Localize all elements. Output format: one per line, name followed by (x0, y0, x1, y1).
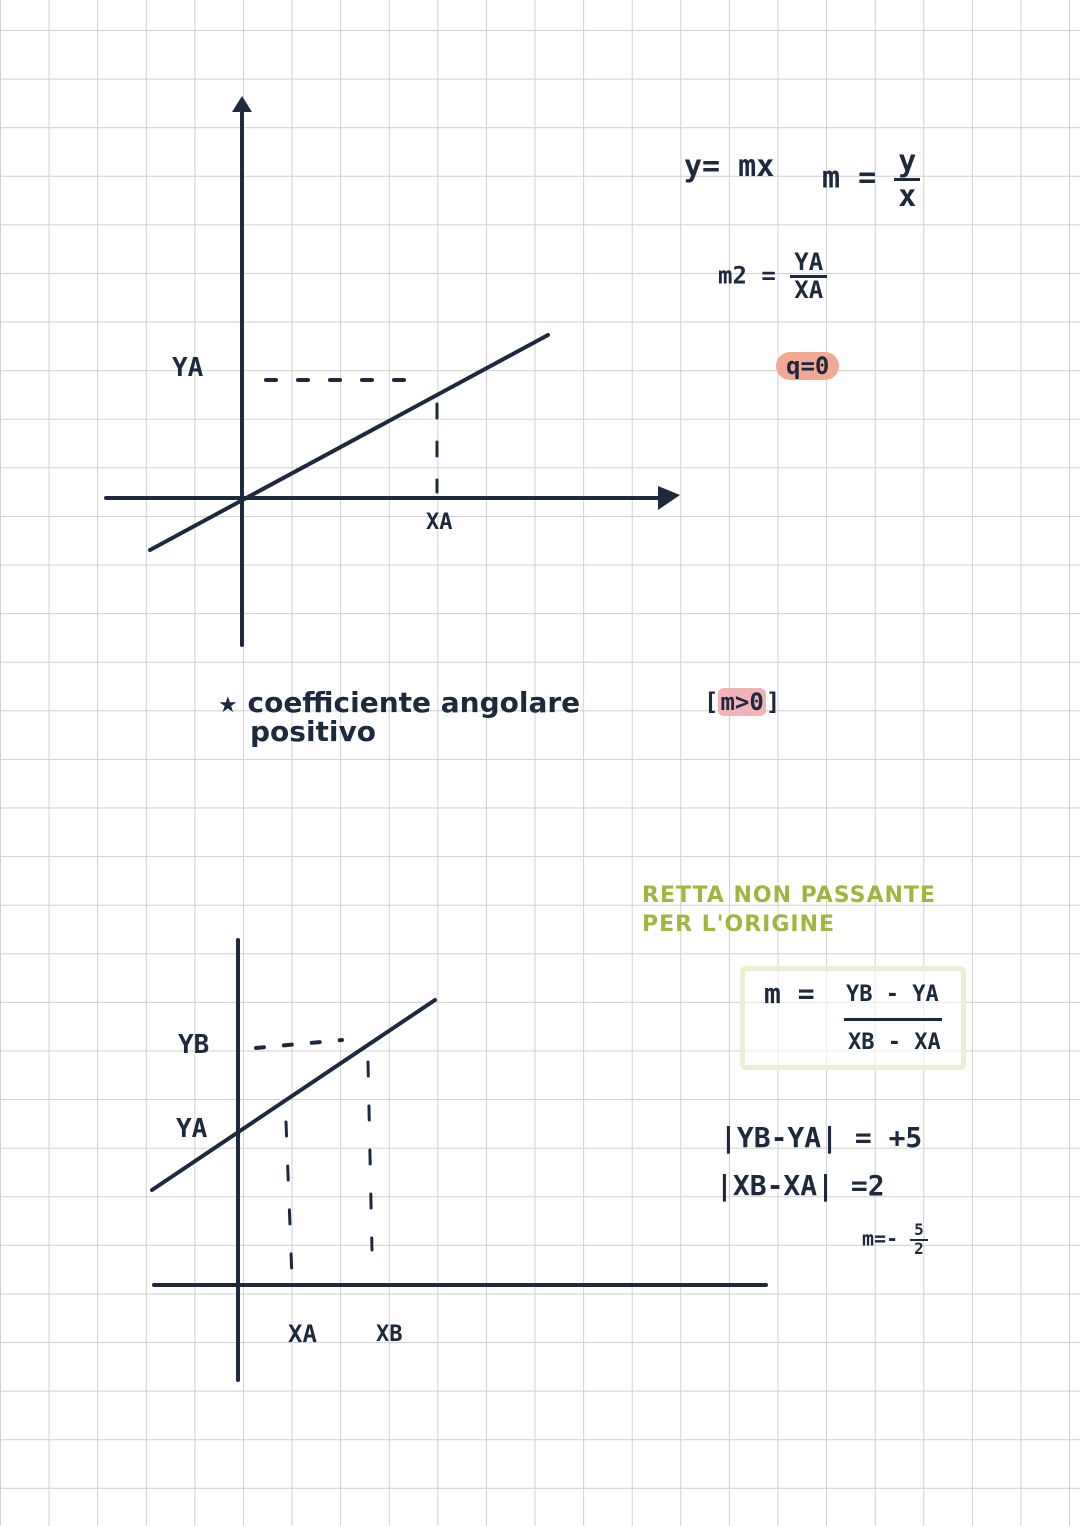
eq-q-zero: q=0 (776, 352, 840, 380)
note-line2: positivo (250, 715, 377, 749)
graph2-yb-label: YB (178, 1030, 210, 1060)
graph2-dash-xa (284, 1120, 294, 1280)
section2-title-line1: RETTA NON PASSANTE (642, 883, 936, 908)
eq-y-mx: y= mx (684, 149, 775, 184)
graph2-xb-label: XB (376, 1322, 403, 1347)
slope-lhs: m = (764, 977, 815, 1010)
graph1-line (148, 333, 550, 552)
graph1-x-arrow (658, 486, 680, 510)
calc-line2: |XB-XA| =2 (716, 1169, 885, 1202)
calc-result: m=- 5 2 (862, 1221, 928, 1258)
calc-line1: |YB-YA| = +5 (720, 1121, 923, 1154)
section2-title: RETTA NON PASSANTE PER L'ORIGINE (642, 882, 936, 939)
slope-numerator: YB - YA (846, 982, 939, 1007)
note-positive-slope: ★ coefficiente angolare positivo (218, 688, 580, 747)
eq-m2: m2 = YA XA (718, 249, 828, 303)
graph2-dash-xb (366, 1060, 374, 1252)
graph2 (150, 938, 768, 1382)
eq-m-condition: [m>0] (704, 688, 781, 716)
graph1-xa-label: XA (426, 510, 453, 535)
graph1 (104, 96, 680, 647)
slope-fraction-bar (844, 1018, 942, 1021)
note-line1: ★ coefficiente angolare (218, 686, 581, 719)
graph2-line (150, 998, 437, 1192)
m2-fraction: YA XA (790, 249, 828, 303)
graph2-ya-label: YA (176, 1114, 208, 1144)
graph2-xa-label: XA (288, 1320, 317, 1348)
star-icon: ★ (218, 693, 238, 718)
section2-title-line2: PER L'ORIGINE (642, 911, 836, 937)
slope-denominator: XB - XA (848, 1030, 941, 1055)
calc-result-fraction: 5 2 (910, 1221, 928, 1258)
graph1-ya-label: YA (172, 353, 204, 383)
graph2-dash-yb (254, 1038, 344, 1050)
eq-m-def: m = y x (822, 146, 921, 212)
m-def-fraction: y x (894, 146, 921, 212)
graph1-y-arrow (232, 96, 252, 112)
